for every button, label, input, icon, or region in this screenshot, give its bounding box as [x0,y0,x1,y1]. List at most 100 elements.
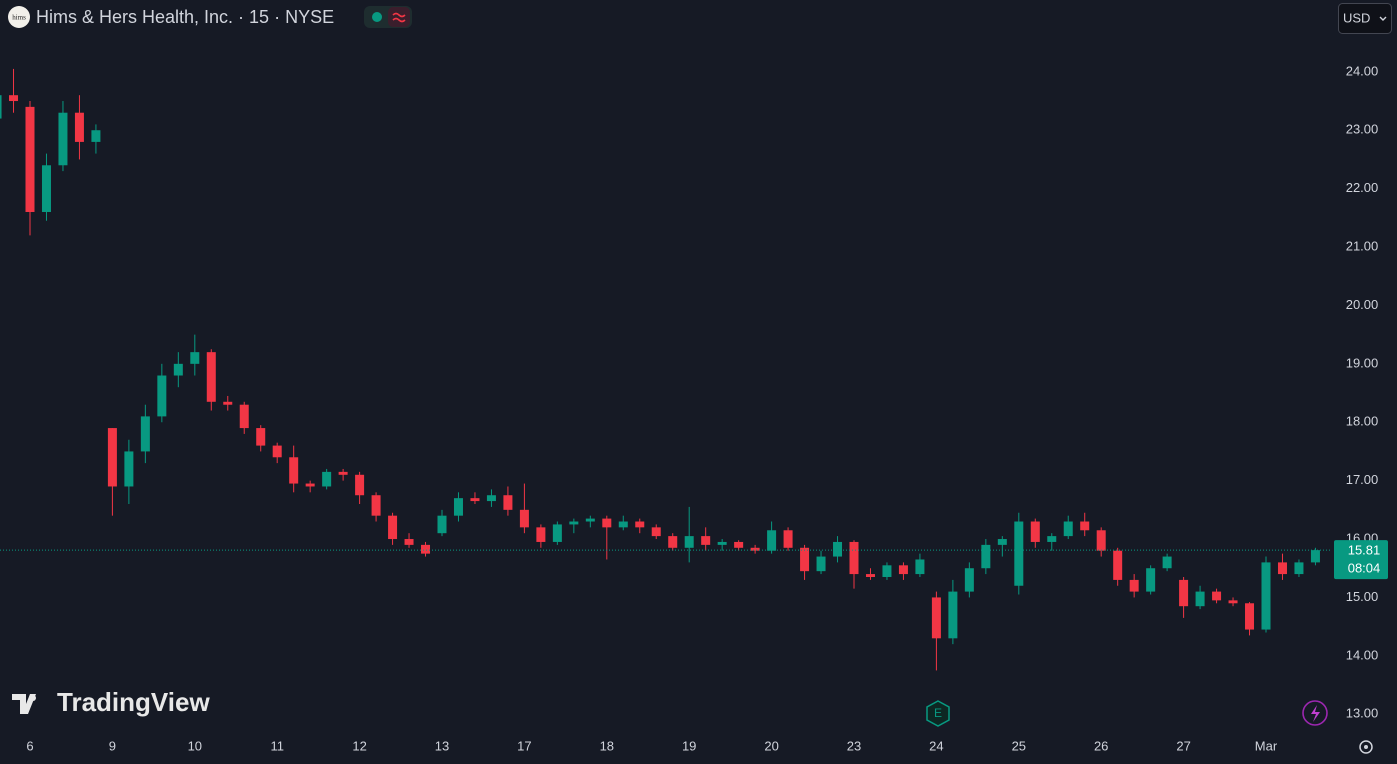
candle-body [816,556,826,572]
earnings-badge[interactable] [926,700,950,727]
x-tick-label: 27 [1176,738,1190,753]
candle-body [1014,521,1024,586]
candle-body [0,95,2,119]
x-tick-label: 12 [352,738,366,753]
candle-body [140,416,150,452]
y-tick-label: 13.00 [1346,706,1379,721]
candle-body [256,428,266,446]
y-tick-label: 19.00 [1346,355,1379,370]
y-tick-label: 24.00 [1346,63,1379,78]
watermark-dot [30,695,36,701]
candle-body [1129,579,1139,592]
events-button[interactable] [1302,700,1328,726]
candle-body [322,471,332,487]
candle-body [1195,591,1205,607]
x-tick-label: 17 [517,738,531,753]
candle-body [1063,521,1073,537]
x-tick-label: 23 [847,738,861,753]
x-tick-label: 9 [109,738,116,753]
watermark: TradingView [57,687,210,717]
delay-icon [392,12,406,23]
countdown-label: 08:04 [1348,561,1381,576]
candle-body [767,530,777,551]
candle-body [190,352,200,364]
candle-body [536,527,546,542]
x-tick-label: 20 [764,738,778,753]
candle-body [783,530,793,548]
candle-body [701,536,711,545]
y-tick-label: 20.00 [1346,297,1379,312]
logo-circle [8,6,30,28]
logo-text: hims [12,14,26,22]
candle-body [239,404,249,429]
x-tick-label: 11 [270,738,284,753]
y-tick-label: 21.00 [1346,238,1379,253]
candle-body [948,591,958,639]
plot-area [0,68,1332,671]
candle-body [1080,521,1090,531]
x-tick-label: 19 [682,738,696,753]
candle-body [305,483,315,487]
candle-body [503,495,513,510]
candle-body [800,547,810,572]
candle-body [486,495,496,502]
x-tick-label: 10 [188,738,202,753]
candle-body [1294,562,1304,575]
candle-body [206,352,216,402]
candle-body [997,539,1007,545]
candle-body [388,515,398,540]
market-status-dot [372,12,382,22]
candle-body [1162,556,1172,569]
candle-body [1096,530,1106,551]
watermark-logo [12,694,36,714]
x-tick-label: 25 [1012,738,1026,753]
chart-title: Hims & Hers Health, Inc. · 15 · NYSE [36,7,334,27]
candle-body [272,445,282,458]
settings-button[interactable] [1359,740,1373,754]
candle-body [519,509,529,528]
y-tick-label: 15.00 [1346,589,1379,604]
candle-body [1179,579,1189,607]
candle-body [41,165,51,212]
candle-body [865,574,875,577]
candle-body [635,521,645,528]
candle-body [849,541,859,575]
candle-body [157,375,167,417]
candle-body [91,130,101,142]
candle-body [618,521,628,528]
candle-body [915,559,925,575]
events-icon [1311,705,1320,722]
dropdown-arrow [1379,16,1387,21]
candle-body [1277,562,1287,575]
candle-body [437,515,447,534]
x-tick-label: 18 [600,738,614,753]
candle-body [1113,550,1123,580]
candle-body [717,541,727,545]
candle-body [107,428,117,487]
last-price-badge [1334,540,1388,580]
candle-body [421,544,431,554]
candle-body [1245,603,1255,630]
candle-body [684,536,694,548]
candle-body [355,474,365,496]
candle-body [9,95,19,102]
candle-body [569,521,579,525]
candle-body [74,112,84,142]
candle-body [124,451,134,487]
candle-body [602,518,612,528]
currency-button[interactable] [1338,3,1392,34]
candle-body [931,597,941,639]
candle-body [1212,591,1222,601]
candle-body [981,544,991,569]
candle-body [833,541,843,557]
candle-body [1146,568,1156,592]
x-tick-label: Mar [1255,738,1278,753]
watermark-icon [12,694,36,714]
candle-body [25,106,35,212]
candle-body [585,518,595,522]
candle-body [734,541,744,548]
candle-body [173,363,183,376]
